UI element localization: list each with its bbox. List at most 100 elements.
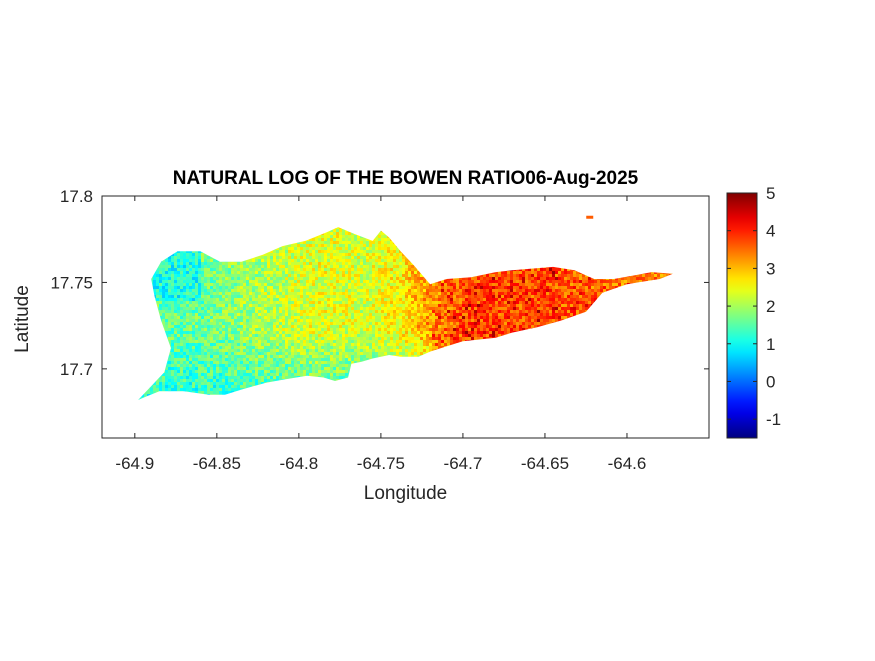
heatmap-cell: [264, 268, 267, 271]
heatmap-cell: [297, 373, 300, 376]
heatmap-cell: [267, 241, 270, 244]
heatmap-cell: [288, 325, 291, 328]
heatmap-cell: [333, 262, 336, 265]
heatmap-cell: [240, 343, 243, 346]
heatmap-cell: [225, 262, 228, 265]
heatmap-cell: [264, 238, 267, 241]
heatmap-cell: [231, 247, 234, 250]
heatmap-cell: [132, 370, 135, 373]
heatmap-cell: [261, 301, 264, 304]
heatmap-cell: [315, 271, 318, 274]
heatmap-cell: [144, 370, 147, 373]
heatmap-cell: [177, 229, 180, 232]
heatmap-cell: [303, 307, 306, 310]
heatmap-cell: [336, 223, 339, 226]
heatmap-cell: [240, 394, 243, 397]
heatmap-cell: [264, 229, 267, 232]
heatmap-cell: [183, 394, 186, 397]
heatmap-cell: [198, 355, 201, 358]
heatmap-cell: [288, 271, 291, 274]
heatmap-cell: [177, 253, 180, 256]
heatmap-cell: [288, 301, 291, 304]
heatmap-cell: [270, 388, 273, 391]
heatmap-cell: [345, 328, 348, 331]
heatmap-cell: [183, 349, 186, 352]
heatmap-cell: [357, 379, 360, 382]
heatmap-cell: [333, 391, 336, 394]
heatmap-cell: [228, 262, 231, 265]
heatmap-cell: [162, 280, 165, 283]
heatmap-cell: [156, 400, 159, 403]
heatmap-cell: [183, 268, 186, 271]
heatmap-cell: [312, 235, 315, 238]
heatmap-cell: [366, 355, 369, 358]
heatmap-cell: [318, 406, 321, 409]
heatmap-cell: [144, 337, 147, 340]
heatmap-cell: [345, 283, 348, 286]
heatmap-cell: [366, 346, 369, 349]
heatmap-cell: [288, 295, 291, 298]
heatmap-cell: [282, 373, 285, 376]
heatmap-cell: [357, 349, 360, 352]
heatmap-cell: [315, 289, 318, 292]
heatmap-cell: [273, 268, 276, 271]
heatmap-cell: [198, 259, 201, 262]
heatmap-cell: [342, 310, 345, 313]
heatmap-cell: [138, 262, 141, 265]
heatmap-cell: [366, 298, 369, 301]
heatmap-cell: [144, 259, 147, 262]
heatmap-cell: [243, 286, 246, 289]
heatmap-cell: [159, 274, 162, 277]
heatmap-cell: [318, 235, 321, 238]
heatmap-cell: [249, 227, 252, 229]
heatmap-cell: [342, 268, 345, 271]
heatmap-cell: [243, 370, 246, 373]
heatmap-cell: [174, 352, 177, 355]
heatmap-cell: [321, 349, 324, 352]
heatmap-cell: [180, 301, 183, 304]
heatmap-cell: [192, 382, 195, 385]
heatmap-cell: [348, 274, 351, 277]
heatmap-cell: [162, 325, 165, 328]
heatmap-cell: [204, 223, 207, 226]
heatmap-cell: [222, 403, 225, 406]
heatmap-cell: [138, 265, 141, 268]
heatmap-cell: [237, 322, 240, 325]
heatmap-cell: [159, 229, 162, 232]
heatmap-cell: [138, 268, 141, 271]
heatmap-cell: [246, 367, 249, 370]
heatmap-cell: [318, 355, 321, 358]
heatmap-cell: [180, 274, 183, 277]
heatmap-cell: [186, 313, 189, 316]
heatmap-cell: [318, 232, 321, 235]
heatmap-cell: [222, 250, 225, 253]
heatmap-cell: [240, 334, 243, 337]
heatmap-cell: [159, 400, 162, 403]
heatmap-cell: [144, 340, 147, 343]
heatmap-cell: [330, 310, 333, 313]
heatmap-cell: [273, 364, 276, 367]
heatmap-cell: [222, 229, 225, 232]
heatmap-cell: [216, 262, 219, 265]
heatmap-cell: [183, 277, 186, 280]
heatmap-cell: [201, 400, 204, 403]
heatmap-cell: [261, 268, 264, 271]
heatmap-cell: [153, 397, 156, 400]
heatmap-cell: [285, 370, 288, 373]
heatmap-cell: [186, 289, 189, 292]
heatmap-cell: [360, 382, 363, 385]
heatmap-cell: [309, 271, 312, 274]
heatmap-cell: [213, 274, 216, 277]
heatmap-cell: [195, 250, 198, 253]
heatmap-cell: [246, 400, 249, 403]
heatmap-cell: [303, 289, 306, 292]
heatmap-cell: [180, 316, 183, 319]
heatmap-cell: [330, 340, 333, 343]
heatmap-cell: [132, 277, 135, 280]
heatmap-cell: [306, 367, 309, 370]
heatmap-cell: [234, 400, 237, 403]
heatmap-cell: [258, 271, 261, 274]
heatmap-cell: [369, 304, 372, 307]
heatmap-cell: [183, 232, 186, 235]
heatmap-cell: [192, 265, 195, 268]
